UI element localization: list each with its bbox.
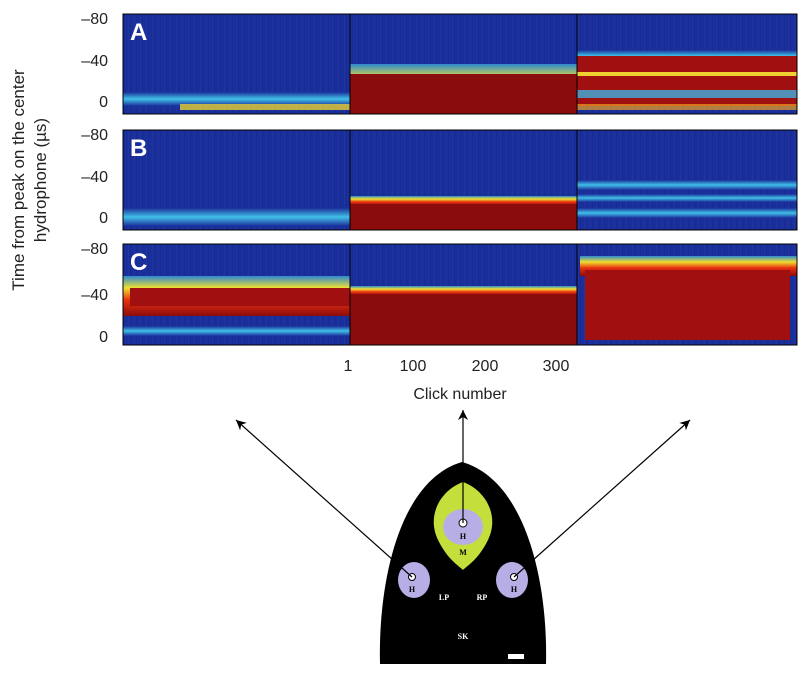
diagram-label: LP <box>439 593 449 602</box>
x-tick-label: 200 <box>472 358 499 375</box>
y-tick-label: –80 <box>81 241 108 258</box>
panel: C –80 –40 0 <box>81 241 798 346</box>
frame <box>122 13 798 115</box>
y-tick-label: 0 <box>99 329 108 346</box>
heatmap-band <box>350 196 577 206</box>
y-axis-label: Time from peak on the center hydrophone … <box>9 69 50 291</box>
heatmap-band <box>123 92 350 106</box>
arrow <box>235 419 413 578</box>
diagram-label: H <box>409 585 416 594</box>
heatmap-band <box>180 104 350 110</box>
frame <box>122 129 798 231</box>
heatmap-band <box>577 194 797 202</box>
diagram-label: SK <box>458 632 469 641</box>
diagram-label: M <box>459 548 467 557</box>
frame <box>122 243 798 346</box>
heatmap-band <box>130 288 350 306</box>
x-tick-label: 300 <box>543 358 570 375</box>
y-label-line: Time from peak on the center <box>9 69 28 291</box>
heatmap-band <box>577 56 797 106</box>
heatmap-band <box>577 180 797 190</box>
diagram-label: RP <box>477 593 488 602</box>
panel-label: B <box>130 135 147 162</box>
heatmap-band <box>350 204 577 230</box>
heatmap-band <box>350 286 577 296</box>
head-diagram: H H H M LP RP SK <box>235 410 691 664</box>
x-tick-label: 1 <box>344 358 353 375</box>
heatmap-band <box>350 74 577 114</box>
heatmap-band <box>577 104 797 110</box>
y-tick-label: 0 <box>99 210 108 227</box>
heatmap-band <box>123 326 350 336</box>
y-tick-label: –80 <box>81 127 108 144</box>
y-tick-label: –40 <box>81 287 108 304</box>
heatmap-band <box>585 270 790 340</box>
y-tick-label: –40 <box>81 169 108 186</box>
y-tick-label: –40 <box>81 53 108 70</box>
y-tick-label: –80 <box>81 11 108 28</box>
panel: A –80 –40 0 <box>81 11 798 115</box>
heatmap-band <box>123 208 350 226</box>
arrow <box>513 419 691 578</box>
scale-bar <box>508 654 524 659</box>
heatmap-band <box>577 208 797 218</box>
panel-label: C <box>130 249 147 276</box>
panel: B –80 –40 0 <box>81 127 798 231</box>
panel-label: A <box>130 19 147 46</box>
heatmap-band <box>577 90 797 98</box>
heatmap-band <box>350 294 577 345</box>
diagram-label: H <box>511 585 518 594</box>
diagram-label: H <box>460 532 467 541</box>
y-tick-label: 0 <box>99 94 108 111</box>
heatmap-band <box>577 72 797 76</box>
x-tick-label: 100 <box>400 358 427 375</box>
x-axis-label: Click number <box>413 386 507 403</box>
y-label-line: hydrophone (µs) <box>31 118 50 242</box>
